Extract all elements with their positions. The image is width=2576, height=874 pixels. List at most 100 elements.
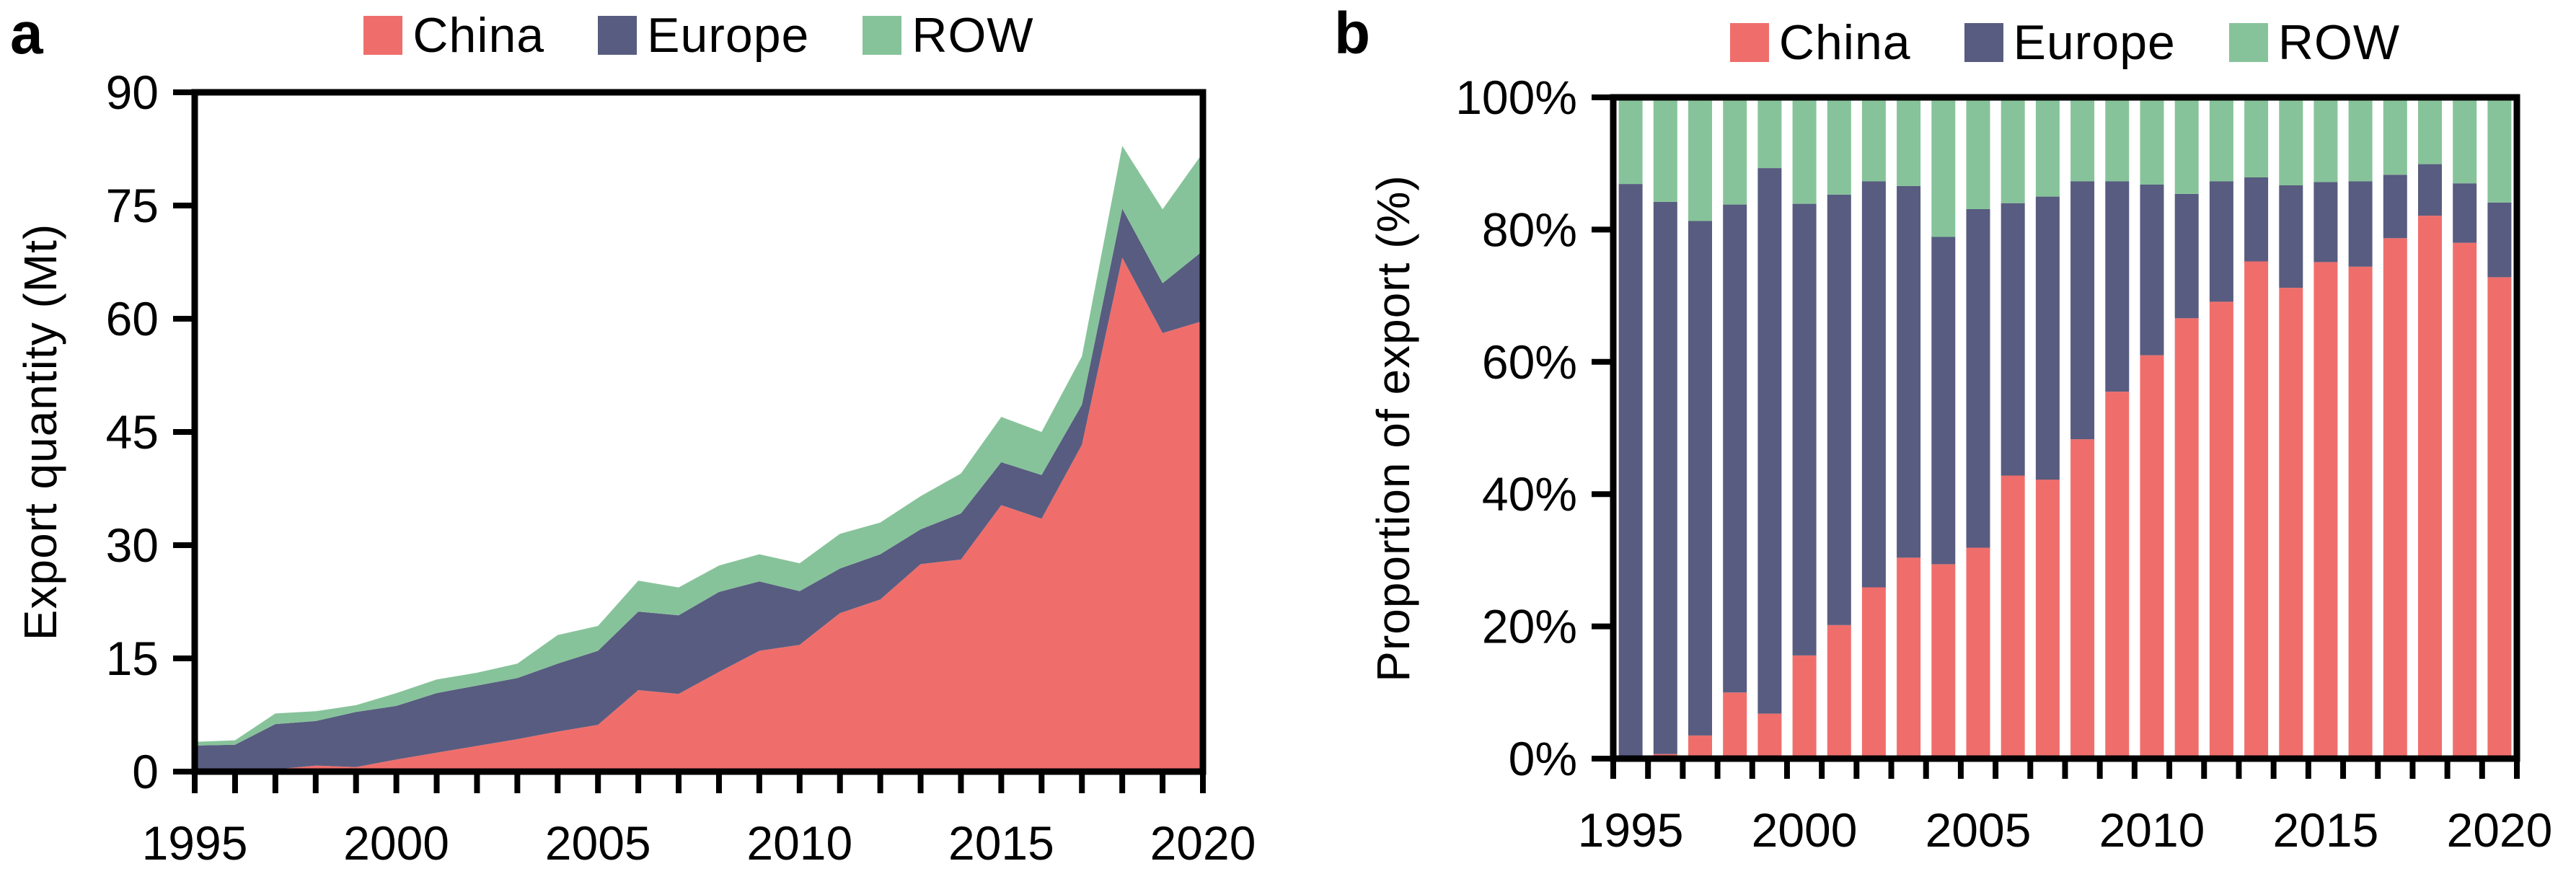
panel-b-x-tick-label: 2010	[2099, 803, 2205, 857]
legend-item-europe: Europe	[598, 11, 809, 60]
bar-1998-row	[1723, 97, 1747, 205]
bar-2004-europe	[1931, 237, 1956, 565]
bar-2018-china	[2418, 216, 2442, 759]
bar-2015-row	[2313, 97, 2338, 182]
europe-swatch-icon	[598, 16, 638, 55]
panel-a-y-tick-label: 30	[106, 518, 159, 572]
legend-label-row: ROW	[912, 8, 1034, 63]
bar-2009-china	[2105, 392, 2130, 759]
panel-a-y-tick-label: 45	[106, 405, 159, 459]
panel-b-label: b	[1334, 1, 1371, 66]
bar-2010-china	[2140, 355, 2164, 759]
bar-2004-row	[1931, 97, 1956, 237]
bar-2017-row	[2383, 97, 2407, 175]
bar-2006-europe	[2001, 203, 2025, 476]
bar-2011-china	[2174, 318, 2199, 759]
bar-2007-china	[2035, 480, 2060, 759]
bar-2002-china	[1861, 587, 1886, 759]
panel-a-x-tick-label: 2020	[1150, 816, 1256, 870]
bar-2016-china	[2348, 266, 2373, 759]
legend-label-china: China	[1778, 15, 1911, 70]
bar-1996-row	[1653, 97, 1677, 202]
panel-a-x-tick-label: 2010	[746, 816, 852, 870]
panel-b-legend: China Europe ROW	[1613, 15, 2517, 70]
bar-2003-china	[1897, 557, 1921, 759]
area-china	[195, 257, 1203, 772]
bar-2013-europe	[2244, 177, 2269, 262]
bar-2005-row	[1966, 97, 1990, 209]
panel-b-y-tick-label: 60%	[1482, 335, 1577, 389]
legend-label-row: ROW	[2277, 15, 2401, 70]
row-swatch-icon	[2228, 23, 2268, 62]
bar-2000-europe	[1792, 203, 1817, 656]
panel-a-y-tick-label: 90	[106, 66, 159, 119]
panel-a-y-tick-label: 75	[106, 179, 159, 232]
bar-2003-europe	[1897, 185, 1921, 558]
bar-2014-europe	[2279, 185, 2303, 288]
panel-b-x-tick-label: 1995	[1578, 803, 1684, 857]
legend-label-europe: Europe	[647, 8, 810, 63]
bar-2009-europe	[2105, 181, 2130, 392]
bar-2005-europe	[1966, 209, 1990, 548]
panel-a-y-tick-label: 60	[106, 292, 159, 345]
legend-item-china: China	[1729, 15, 1911, 70]
bar-2008-europe	[2070, 181, 2095, 440]
legend-label-europe: Europe	[2013, 15, 2176, 70]
bar-2017-europe	[2383, 175, 2407, 239]
bar-2002-row	[1861, 97, 1886, 182]
bar-2015-china	[2313, 262, 2338, 759]
bar-2003-row	[1897, 97, 1921, 186]
legend-item-china: China	[363, 11, 544, 60]
panel-a-x-tick-label: 2015	[948, 816, 1054, 870]
bar-2019-row	[2453, 97, 2477, 184]
bar-2006-row	[2001, 97, 2025, 203]
bar-2008-china	[2070, 439, 2095, 759]
bar-2020-china	[2487, 277, 2512, 759]
bar-1996-europe	[1653, 201, 1677, 754]
panel-b-frame	[1610, 94, 2520, 762]
row-swatch-icon	[863, 16, 902, 55]
bar-2020-europe	[2487, 202, 2512, 278]
bar-2016-row	[2348, 97, 2373, 182]
panel-b-y-tick-label: 40%	[1482, 467, 1577, 521]
panel-b-y-tick-label: 80%	[1482, 203, 1577, 256]
bar-2011-europe	[2174, 193, 2199, 319]
bar-1997-row	[1688, 97, 1712, 221]
legend-item-row: ROW	[863, 11, 1033, 60]
bar-2002-europe	[1861, 181, 1886, 588]
panel-a-label: a	[10, 1, 43, 66]
bar-2009-row	[2105, 97, 2130, 182]
bar-2011-row	[2174, 97, 2199, 194]
china-swatch-icon	[363, 16, 403, 55]
bar-1997-china	[1688, 735, 1712, 759]
bar-2014-china	[2279, 288, 2303, 759]
panel-a-y-axis-title-text: Export quantity (Mt)	[14, 223, 66, 641]
panel-a-y-tick-label: 0	[132, 745, 159, 798]
panel-a-x-tick-label: 2000	[343, 816, 449, 870]
bar-2000-china	[1792, 655, 1817, 759]
legend-item-europe: Europe	[1964, 18, 2176, 67]
panel-b-y-axis-title-text: Proportion of export (%)	[1367, 175, 1419, 682]
bar-2001-europe	[1827, 194, 1851, 625]
bar-2013-row	[2244, 97, 2269, 177]
bar-2012-europe	[2209, 181, 2233, 302]
china-swatch-icon	[1729, 23, 1769, 62]
bar-2007-europe	[2035, 196, 2060, 480]
bar-2014-row	[2279, 97, 2303, 185]
bar-1995-europe	[1618, 184, 1643, 757]
bar-2000-row	[1792, 97, 1817, 204]
panel-b-x-tick-label: 2005	[1926, 803, 2032, 857]
bar-2001-row	[1827, 97, 1851, 195]
panel-a-x-tick-label: 1995	[142, 816, 248, 870]
bar-2006-china	[2001, 475, 2025, 759]
panel-b-x-tick-label: 2020	[2446, 803, 2552, 857]
panel-b-y-tick-label: 20%	[1482, 600, 1577, 653]
panel-a-y-tick-label: 15	[106, 632, 159, 685]
panel-b-x-tick-label: 2015	[2273, 803, 2379, 857]
bar-2007-row	[2035, 97, 2060, 197]
bar-2016-europe	[2348, 181, 2373, 267]
bar-2020-row	[2487, 97, 2512, 203]
panel-b-x-tick-label: 2000	[1752, 803, 1858, 857]
panel-a-legend: China Europe ROW	[195, 11, 1203, 60]
